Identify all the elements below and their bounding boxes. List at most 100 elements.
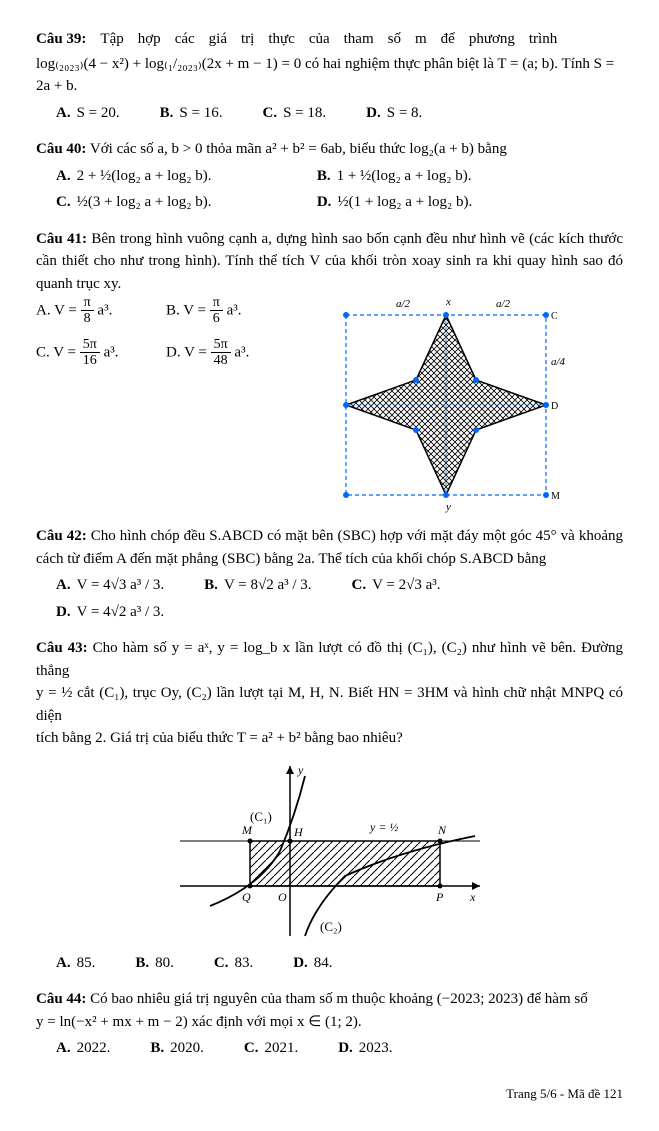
question-41: Câu 41: Bên trong hình vuông cạnh a, dựn…: [36, 228, 623, 516]
q39-w5: thực: [268, 28, 294, 51]
q44-label: Câu 44:: [36, 991, 86, 1007]
q41-d-num: 5π: [211, 337, 231, 353]
q41-b-den: 6: [210, 311, 223, 326]
q39-w10: để: [441, 28, 455, 51]
q42-opt-a: A.V = 4√3 a³ / 3.: [56, 574, 164, 597]
g-c1: (C₁): [250, 809, 272, 824]
g-q: Q: [242, 890, 251, 904]
star-label-a4: a/4: [551, 356, 566, 368]
star-label-x: x: [445, 296, 451, 308]
q40-opt-c: C.½(3 + log₂ a + log₂ b).: [56, 191, 317, 214]
q44-c-text: 2021.: [264, 1040, 298, 1056]
q40-options: A.2 + ½(log₂ a + log₂ b). B.1 + ½(log₂ a…: [56, 165, 623, 218]
q44-opt-b: B.2020.: [150, 1037, 204, 1060]
q41-text: Câu 41: Bên trong hình vuông cạnh a, dựn…: [36, 228, 623, 296]
q42-opt-d: D.V = 4√2 a³ / 3.: [56, 601, 164, 624]
g-n: N: [437, 823, 447, 837]
q41-opt-a: A. V = π8 a³.: [36, 295, 166, 327]
q44-d-text: 2023.: [359, 1040, 393, 1056]
q44-a-text: 2022.: [77, 1040, 111, 1056]
q43-opt-c: C.83.: [214, 952, 253, 975]
q43-text2: y = ½ cắt (C₁), trục Oy, (C₂) lần lượt t…: [36, 682, 623, 727]
q43-a-text: 85.: [77, 955, 96, 971]
q40-opt-d: D.½(1 + log₂ a + log₂ b).: [317, 191, 578, 214]
q44-b-text: 2020.: [170, 1040, 204, 1056]
q41-b-tail: a³.: [227, 302, 242, 318]
q40-d-text: ½(1 + log₂ a + log₂ b).: [337, 194, 472, 210]
g-c2: (C₂): [320, 919, 342, 934]
page-footer: Trang 5/6 - Mã đề 121: [36, 1084, 623, 1104]
star-label-y: y: [445, 501, 451, 513]
g-p: P: [435, 890, 444, 904]
q41-opt-d: D. V = 5π48 a³.: [166, 337, 296, 369]
q42-opt-c: C.V = 2√3 a³.: [352, 574, 441, 597]
q41-opt-c: C. V = 5π16 a³.: [36, 337, 166, 369]
q39-opt-d: D.S = 8.: [366, 102, 422, 125]
q39-w4: trị: [241, 28, 254, 51]
q43-text1: Câu 43: Cho hàm số y = aˣ, y = log_b x l…: [36, 637, 623, 682]
star-label-a2-l: a/2: [396, 298, 411, 310]
q41-a-num: π: [81, 295, 94, 311]
q40-text: Câu 40: Với các số a, b > 0 thỏa mãn a² …: [36, 138, 623, 161]
q42-d-text: V = 4√2 a³ / 3.: [77, 604, 165, 620]
star-pt-d: D: [551, 401, 558, 412]
g-x: x: [469, 890, 476, 904]
q42-text: Câu 42: Cho hình chóp đều S.ABCD có mặt …: [36, 525, 623, 570]
star-pt-m: M: [551, 491, 560, 502]
q43-body1: Cho hàm số y = aˣ, y = log_b x lần lượt …: [36, 640, 623, 679]
question-40: Câu 40: Với các số a, b > 0 thỏa mãn a² …: [36, 138, 623, 218]
question-43: Câu 43: Cho hàm số y = aˣ, y = log_b x l…: [36, 637, 623, 978]
q39-d-text: S = 8.: [387, 105, 423, 121]
q43-label: Câu 43:: [36, 640, 88, 656]
q40-c-text: ½(3 + log₂ a + log₂ b).: [77, 194, 212, 210]
q42-a-text: V = 4√3 a³ / 3.: [77, 577, 165, 593]
q41-body: Bên trong hình vuông cạnh a, dựng hình s…: [36, 231, 623, 292]
q39-w6: của: [309, 28, 330, 51]
q39-w12: trình: [529, 28, 557, 51]
q44-body1: Có bao nhiêu giá trị nguyên của tham số …: [90, 991, 588, 1007]
q42-c-text: V = 2√3 a³.: [372, 577, 440, 593]
q44-options: A.2022. B.2020. C.2021. D.2023.: [56, 1037, 623, 1064]
star-figure: a/2 a/2 a/4 x y C D M: [326, 295, 566, 515]
q43-graph: y x (C₁) (C₂) y = ½ M H N O Q P: [170, 756, 490, 946]
q44-opt-c: C.2021.: [244, 1037, 298, 1060]
q44-text1: Câu 44: Có bao nhiêu giá trị nguyên của …: [36, 988, 623, 1011]
q43-opt-a: A.85.: [56, 952, 95, 975]
q40-body: Với các số a, b > 0 thỏa mãn a² + b² = 6…: [90, 141, 507, 157]
q41-b-num: π: [210, 295, 223, 311]
q39-w11: phương: [469, 28, 515, 51]
q39-a-text: S = 20.: [77, 105, 120, 121]
q44-text2: y = ln(−x² + mx + m − 2) xác định với mọ…: [36, 1011, 623, 1034]
g-m: M: [241, 823, 253, 837]
question-42: Câu 42: Cho hình chóp đều S.ABCD có mặt …: [36, 525, 623, 627]
q39-w1: hợp: [138, 28, 161, 51]
q39-w2: các: [175, 28, 195, 51]
q42-b-text: V = 8√2 a³ / 3.: [224, 577, 312, 593]
q42-opt-b: B.V = 8√2 a³ / 3.: [204, 574, 311, 597]
q39-w0: Tập: [100, 28, 123, 51]
q43-b-text: 80.: [155, 955, 174, 971]
g-y: y: [297, 763, 304, 777]
q41-c-num: 5π: [80, 337, 100, 353]
q39-header: Câu 39: Tập hợp các giá trị thực của tha…: [36, 28, 623, 51]
star-label-a2-r: a/2: [496, 298, 511, 310]
q41-d-den: 48: [211, 353, 231, 368]
q41-options: A. V = π8 a³. B. V = π6 a³. C. V = 5π16 …: [36, 295, 316, 379]
q41-a-den: 8: [81, 311, 94, 326]
q43-opt-b: B.80.: [135, 952, 174, 975]
q42-label: Câu 42:: [36, 528, 87, 544]
question-39: Câu 39: Tập hợp các giá trị thực của tha…: [36, 28, 623, 128]
q43-d-text: 84.: [314, 955, 333, 971]
q39-w3: giá: [209, 28, 227, 51]
q41-c-den: 16: [80, 353, 100, 368]
q43-options: A.85. B.80. C.83. D.84.: [56, 952, 623, 979]
q39-w8: số: [388, 28, 401, 51]
q44-opt-d: D.2023.: [338, 1037, 392, 1060]
q43-c-text: 83.: [234, 955, 253, 971]
q40-label: Câu 40:: [36, 141, 86, 157]
q43-text3: tích bằng 2. Giá trị của biểu thức T = a…: [36, 727, 623, 750]
q41-a-tail: a³.: [97, 302, 112, 318]
q43-opt-d: D.84.: [293, 952, 332, 975]
q40-opt-a: A.2 + ½(log₂ a + log₂ b).: [56, 165, 317, 188]
q39-b-text: S = 16.: [179, 105, 222, 121]
